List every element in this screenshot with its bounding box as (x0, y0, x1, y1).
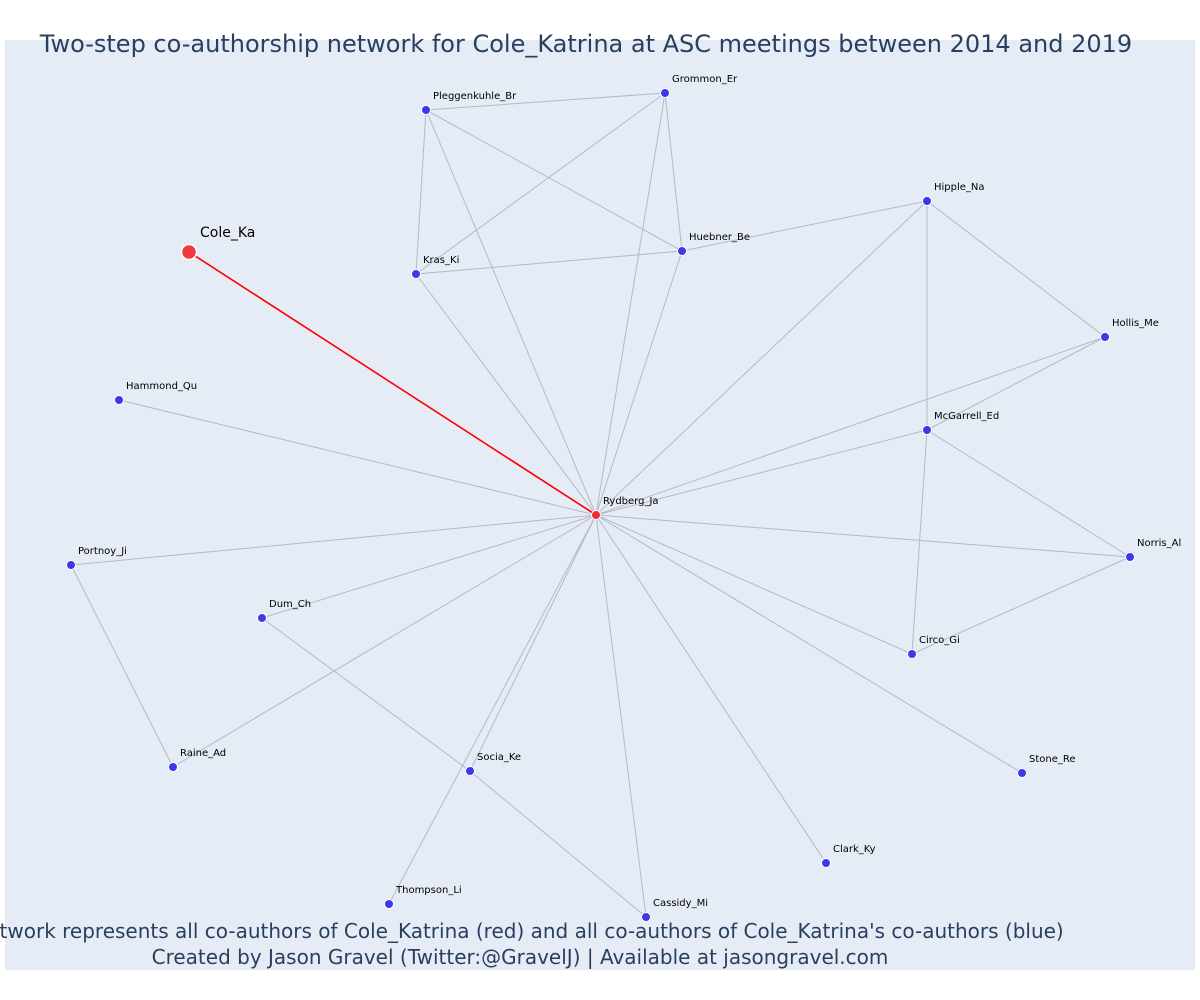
node-portnoy-ji[interactable] (66, 560, 76, 570)
edge-rydberg-ja-stone-re (595, 514, 1023, 774)
node-label-clark-ky: Clark_Ky (833, 844, 876, 855)
node-dum-ch[interactable] (257, 613, 267, 623)
node-label-portnoy-ji: Portnoy_Ji (78, 546, 127, 557)
node-label-thompson-li: Thompson_Li (395, 885, 462, 896)
edge-huebner-be-hipple-na (681, 200, 928, 252)
node-label-hollis-me: Hollis_Me (1112, 318, 1159, 329)
edge-rydberg-ja-hammond-qu (118, 399, 597, 516)
chart-title: Two-step co-authorship network for Cole_… (39, 30, 1132, 58)
edge-mcgarrell-ed-circo-gi (911, 429, 928, 655)
edge-rydberg-ja-mcgarrell-ed (595, 429, 928, 516)
caption-line-1: Network represents all co-authors of Col… (0, 919, 1064, 943)
edge-mcgarrell-ed-norris-al (926, 429, 1131, 558)
edge-grommon-er-huebner-be (664, 92, 683, 252)
edge-pleggenkuhle-br-grommon-er (425, 92, 666, 111)
node-thompson-li[interactable] (384, 899, 394, 909)
node-label-stone-re: Stone_Re (1029, 754, 1076, 765)
node-label-hammond-qu: Hammond_Qu (126, 381, 197, 392)
node-hammond-qu[interactable] (114, 395, 124, 405)
edge-rydberg-ja-pleggenkuhle-br (425, 109, 597, 516)
node-mcgarrell-ed[interactable] (922, 425, 932, 435)
edge-rydberg-ja-cassidy-mi (595, 514, 647, 918)
node-label-huebner-be: Huebner_Be (689, 232, 750, 243)
edge-hollis-me-mcgarrell-ed (926, 336, 1106, 431)
edge-dum-ch-socia-ke (261, 617, 471, 772)
node-norris-al[interactable] (1125, 552, 1135, 562)
node-label-hipple-na: Hipple_Na (934, 182, 985, 193)
node-label-cassidy-mi: Cassidy_Mi (653, 898, 708, 909)
node-raine-ad[interactable] (168, 762, 178, 772)
node-label-grommon-er: Grommon_Er (672, 74, 738, 85)
edge-rydberg-ja-kras-ki (415, 273, 597, 516)
edge-pleggenkuhle-br-huebner-be (425, 109, 683, 252)
node-label-socia-ke: Socia_Ke (477, 752, 521, 763)
edge-socia-ke-cassidy-mi (469, 770, 647, 918)
edge-portnoy-ji-raine-ad (70, 564, 174, 768)
edge-rydberg-ja-norris-al (595, 514, 1131, 558)
node-label-kras-ki: Kras_Ki (423, 255, 459, 266)
node-rydberg-ja[interactable] (591, 510, 601, 520)
node-hipple-na[interactable] (922, 196, 932, 206)
edge-rydberg-ja-portnoy-ji (70, 514, 597, 566)
node-cassidy-mi[interactable] (641, 912, 651, 922)
edge-rydberg-ja-hipple-na (595, 200, 928, 516)
edge-grommon-er-kras-ki (415, 92, 666, 275)
node-cole-ka[interactable] (180, 243, 198, 261)
node-label-cole-ka: Cole_Ka (200, 225, 255, 241)
node-grommon-er[interactable] (660, 88, 670, 98)
node-hollis-me[interactable] (1100, 332, 1110, 342)
edge-rydberg-ja-circo-gi (595, 514, 913, 655)
edge-rydberg-ja-grommon-er (595, 92, 666, 516)
edge-norris-al-circo-gi (911, 556, 1131, 655)
node-clark-ky[interactable] (821, 858, 831, 868)
edge-cole-ka-rydberg-ja (188, 251, 597, 516)
node-huebner-be[interactable] (677, 246, 687, 256)
edge-rydberg-ja-clark-ky (595, 514, 827, 864)
node-label-raine-ad: Raine_Ad (180, 748, 226, 759)
node-label-norris-al: Norris_Al (1137, 538, 1181, 549)
edge-rydberg-ja-socia-ke (469, 514, 597, 772)
node-pleggenkuhle-br[interactable] (421, 105, 431, 115)
edge-rydberg-ja-thompson-li (388, 514, 597, 905)
edge-rydberg-ja-hollis-me (595, 336, 1106, 516)
node-label-rydberg-ja: Rydberg_Ja (603, 496, 659, 507)
nodes-layer (66, 88, 1135, 922)
caption-line-2: Created by Jason Gravel (Twitter:@Gravel… (152, 945, 889, 969)
edge-kras-ki-huebner-be (415, 250, 683, 275)
edge-rydberg-ja-dum-ch (261, 514, 597, 619)
node-socia-ke[interactable] (465, 766, 475, 776)
node-kras-ki[interactable] (411, 269, 421, 279)
plot-background (5, 40, 1195, 970)
node-stone-re[interactable] (1017, 768, 1027, 778)
edge-rydberg-ja-raine-ad (172, 514, 597, 768)
edge-pleggenkuhle-br-kras-ki (415, 109, 427, 275)
labels-layer: Cole_Ka Rydberg_Ja Grommon_Er Pleggenkuhle_… (78, 74, 1181, 909)
edge-rydberg-ja-huebner-be (595, 250, 683, 516)
edges-layer (70, 92, 1131, 918)
node-label-mcgarrell-ed: McGarrell_Ed (934, 411, 999, 422)
node-label-pleggenkuhle-br: Pleggenkuhle_Br (433, 91, 517, 102)
edge-hipple-na-hollis-me (926, 200, 1106, 338)
node-circo-gi[interactable] (907, 649, 917, 659)
node-label-circo-gi: Circo_Gi (919, 635, 960, 646)
node-label-dum-ch: Dum_Ch (269, 599, 311, 610)
